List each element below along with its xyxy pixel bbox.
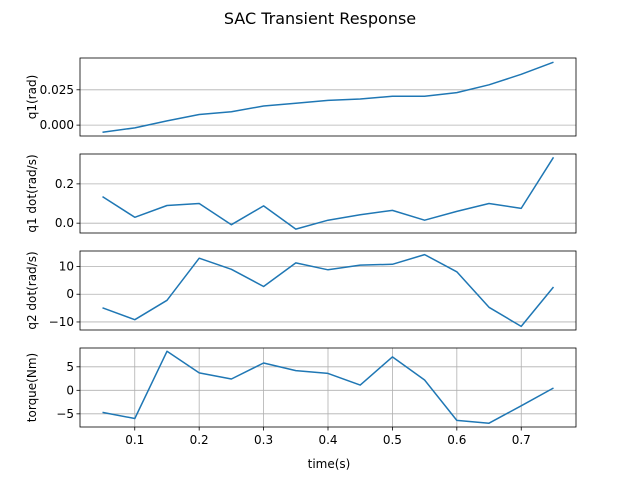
y-tick-label: −10	[49, 315, 74, 329]
y-axis-label: torque(Nm)	[25, 353, 39, 422]
x-axis-label: time(s)	[308, 457, 351, 471]
y-tick-label: −5	[56, 407, 74, 421]
x-tick-label: 0.4	[318, 433, 337, 447]
series-line	[102, 61, 554, 133]
y-tick-label: 0	[66, 383, 74, 397]
y-tick-label: 10	[59, 260, 74, 274]
axes-frame	[79, 57, 577, 137]
subplot-3: −10 0 10 q2 dot(rad/s)	[25, 250, 577, 331]
y-tick-label: 0.000	[40, 118, 74, 132]
x-tick-label: 0.7	[512, 433, 531, 447]
x-tick-label: 0.6	[447, 433, 466, 447]
series-line	[102, 253, 555, 328]
series-line	[102, 350, 554, 424]
subplot-4: −5 0 5 torque(Nm) 0.1 0.2 0.3 0.4 0.5 0.6 0.7	[25, 347, 577, 447]
y-axis-label: q2 dot(rad/s)	[25, 251, 39, 329]
x-tick-label: 0.5	[383, 433, 402, 447]
y-tick-label: 0.2	[55, 177, 74, 191]
axes-frame	[79, 153, 577, 234]
y-tick-label: 0	[66, 287, 74, 301]
y-tick-label: 5	[66, 360, 74, 374]
y-tick-label: 0.025	[40, 83, 74, 97]
chart-title: SAC Transient Response	[224, 9, 416, 28]
x-tick-label: 0.2	[190, 433, 209, 447]
y-tick-label: 0.0	[55, 216, 74, 230]
series-line	[102, 156, 555, 230]
subplot-2: 0.0 0.2 q1 dot(rad/s)	[25, 153, 577, 234]
y-axis-label: q1(rad)	[25, 75, 39, 120]
axes-frame	[79, 250, 577, 331]
x-tick-label: 0.3	[254, 433, 273, 447]
x-tick-label: 0.1	[125, 433, 144, 447]
y-axis-label: q1 dot(rad/s)	[25, 154, 39, 232]
